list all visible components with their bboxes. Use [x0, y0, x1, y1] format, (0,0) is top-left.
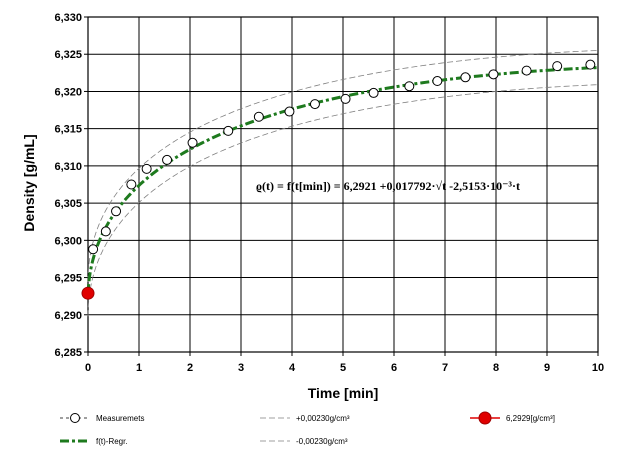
legend-label: +0,00230g/cm³	[296, 414, 350, 423]
y-tick-label: 6,305	[54, 198, 82, 210]
regression-formula: ϱ(t) = f(t[min]) = 6,2921 +0,017792·√t -…	[256, 179, 520, 193]
x-tick-label: 10	[592, 362, 604, 374]
y-tick-label: 6,285	[54, 347, 82, 359]
measurement-point	[223, 125, 234, 136]
x-tick-label: 2	[187, 362, 193, 374]
legend-label: -0,00230g/cm³	[296, 437, 348, 446]
y-axis-title: Density [g/mL]	[21, 134, 37, 231]
initial-density-point	[81, 286, 95, 300]
measurement-point	[162, 154, 173, 165]
measurement-point	[111, 206, 122, 217]
grid-layer	[84, 16, 599, 356]
tolerance-bands	[87, 50, 599, 317]
x-tick-label: 3	[238, 362, 244, 374]
legend-label: 6,2929[g/cm³]	[506, 414, 555, 423]
tick-labels: 0 1 2 3 4 5 6 7 8 9 10 6,285 6,290 6,295 6,300 6,305 6,3…	[54, 12, 604, 374]
measurement-point	[368, 87, 379, 98]
measurement-point	[253, 111, 264, 122]
measurement-points	[88, 59, 596, 255]
legend-label: Measuremets	[96, 414, 144, 423]
legend-swatch-open-circle	[70, 413, 80, 423]
x-tick-label: 4	[289, 362, 296, 374]
x-tick-label: 7	[442, 362, 448, 374]
measurement-point	[521, 65, 532, 76]
measurement-point	[100, 226, 111, 237]
x-axis-title: Time [min]	[308, 385, 379, 401]
measurement-point	[552, 61, 563, 72]
measurement-point	[88, 244, 99, 255]
measurement-point	[284, 106, 295, 117]
x-tick-label: 8	[493, 362, 499, 374]
y-tick-label: 6,310	[54, 161, 82, 173]
x-tick-label: 6	[391, 362, 397, 374]
y-tick-label: 6,290	[54, 310, 82, 322]
x-tick-label: 1	[136, 362, 142, 374]
y-tick-label: 6,295	[54, 273, 82, 285]
y-tick-label: 6,325	[54, 49, 82, 61]
x-tick-label: 5	[340, 362, 346, 374]
upper-tolerance-band	[87, 50, 599, 283]
measurement-point	[141, 163, 152, 174]
legend-label: f(t)-Regr.	[96, 437, 128, 446]
y-tick-label: 6,320	[54, 86, 82, 98]
x-tick-label: 9	[544, 362, 550, 374]
y-tick-label: 6,300	[54, 235, 82, 247]
measurement-point	[126, 179, 137, 190]
plot-border	[87, 16, 599, 353]
initial-value-marker-layer	[81, 286, 95, 300]
measurement-point	[404, 81, 415, 92]
measurement-point	[187, 137, 198, 148]
measurement-point	[432, 76, 443, 87]
measurement-point	[340, 93, 351, 104]
lower-tolerance-band	[87, 84, 599, 317]
legend: Measuremets +0,00230g/cm³ 6,2929[g/cm³] f(t…	[60, 411, 555, 446]
y-tick-label: 6,330	[54, 12, 82, 24]
x-tick-label: 0	[85, 362, 91, 374]
measurement-point	[309, 99, 320, 110]
measurement-point	[488, 69, 499, 80]
measurement-point	[460, 72, 471, 83]
measurement-point	[585, 59, 596, 70]
legend-swatch-filled-circle	[478, 411, 492, 425]
y-tick-label: 6,315	[54, 124, 82, 136]
